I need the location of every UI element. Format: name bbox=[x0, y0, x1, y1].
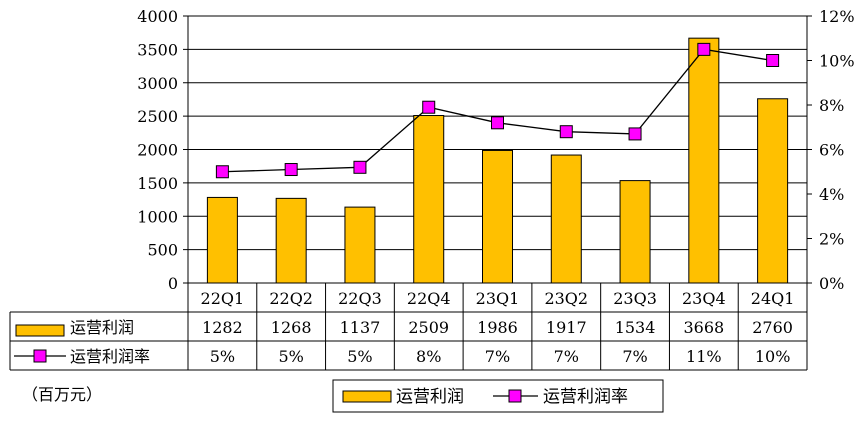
bar-22q1 bbox=[206, 196, 238, 284]
margin-value-label: 8% bbox=[416, 347, 441, 366]
right-tick-label: 0% bbox=[819, 274, 844, 293]
legend-key-bar bbox=[342, 390, 392, 403]
category-label: 22Q2 bbox=[269, 289, 313, 308]
legend-label-bar: 运营利润 bbox=[396, 387, 464, 407]
bar-24q1 bbox=[757, 98, 789, 284]
right-tick-label: 8% bbox=[819, 96, 844, 115]
margin-value-label: 7% bbox=[554, 347, 579, 366]
right-tick-label: 6% bbox=[819, 141, 844, 160]
margin-point-23q3 bbox=[628, 127, 642, 141]
category-label: 22Q4 bbox=[407, 289, 451, 308]
margin-value-label: 7% bbox=[622, 347, 647, 366]
table-row-label-bar: 运营利润 bbox=[70, 318, 134, 337]
category-label: 23Q1 bbox=[476, 289, 520, 308]
data-table: 22Q1 22Q2 22Q3 22Q4 23Q1 23Q2 23Q3 23Q4 24Q1 1282… bbox=[9, 282, 808, 371]
bar-23q3 bbox=[619, 180, 651, 284]
margin-point-23q4 bbox=[697, 42, 711, 56]
left-tick-label: 1000 bbox=[137, 207, 178, 226]
bar-value-label: 1137 bbox=[340, 318, 381, 337]
table-key-marker bbox=[33, 349, 47, 363]
category-label: 22Q3 bbox=[338, 289, 382, 308]
left-tick-label: 3000 bbox=[137, 74, 178, 93]
margin-value-label: 7% bbox=[485, 347, 510, 366]
bar-value-label: 1282 bbox=[202, 318, 243, 337]
bar-23q2 bbox=[550, 154, 582, 284]
bar-value-label: 1917 bbox=[546, 318, 587, 337]
legend-label-line: 运营利润率 bbox=[543, 387, 628, 407]
margin-value-label: 5% bbox=[210, 347, 235, 366]
margin-value-label: 5% bbox=[278, 347, 303, 366]
bar-value-label: 3668 bbox=[683, 318, 724, 337]
category-label: 23Q4 bbox=[682, 289, 726, 308]
category-label: 24Q1 bbox=[751, 289, 795, 308]
bar-23q1 bbox=[482, 149, 513, 284]
left-tick-label: 500 bbox=[147, 241, 178, 260]
bar-value-label: 1534 bbox=[615, 318, 656, 337]
right-tick-label: 2% bbox=[819, 230, 844, 249]
bar-23q4 bbox=[688, 37, 720, 284]
margin-point-22q2 bbox=[284, 163, 298, 177]
bar-22q2 bbox=[275, 197, 307, 284]
margin-line bbox=[215, 42, 780, 179]
left-tick-label: 2000 bbox=[137, 141, 178, 160]
table-row-label-line: 运营利润率 bbox=[70, 347, 150, 366]
axes: 0 500 1000 1500 2000 2500 3000 3500 4000 0% 2% 4% 6%… bbox=[137, 7, 854, 293]
margin-point-23q2 bbox=[559, 125, 573, 139]
margin-point-22q3 bbox=[353, 160, 367, 174]
unit-label: （百万元） bbox=[22, 385, 102, 404]
bars bbox=[206, 37, 789, 284]
left-tick-label: 2500 bbox=[137, 107, 178, 126]
margin-point-22q1 bbox=[215, 165, 229, 179]
right-tick-label: 12% bbox=[819, 7, 855, 26]
category-label: 22Q1 bbox=[201, 289, 245, 308]
left-tick-label: 1500 bbox=[137, 174, 178, 193]
left-tick-label: 4000 bbox=[137, 7, 178, 26]
bar-value-label: 2760 bbox=[752, 318, 793, 337]
left-tick-label: 0 bbox=[168, 274, 178, 293]
category-label: 23Q2 bbox=[544, 289, 588, 308]
margin-value-label: 5% bbox=[347, 347, 372, 366]
right-tick-label: 10% bbox=[819, 52, 855, 71]
margin-value-label: 10% bbox=[755, 347, 791, 366]
bar-value-label: 1986 bbox=[477, 318, 518, 337]
legend-key-marker bbox=[508, 389, 522, 403]
table-key-bar bbox=[15, 324, 65, 337]
margin-value-label: 11% bbox=[686, 347, 722, 366]
bar-value-label: 1268 bbox=[271, 318, 312, 337]
bar-22q3 bbox=[344, 206, 376, 284]
left-tick-label: 3500 bbox=[137, 40, 178, 59]
bar-value-label: 2509 bbox=[408, 318, 449, 337]
legend: 运营利润 运营利润率 bbox=[332, 379, 664, 413]
margin-point-22q4 bbox=[422, 100, 436, 114]
margin-point-24q1 bbox=[766, 54, 780, 67]
category-label: 23Q3 bbox=[613, 289, 657, 308]
bar-22q4 bbox=[413, 115, 445, 284]
right-tick-label: 4% bbox=[819, 185, 844, 204]
margin-point-23q1 bbox=[491, 116, 504, 130]
